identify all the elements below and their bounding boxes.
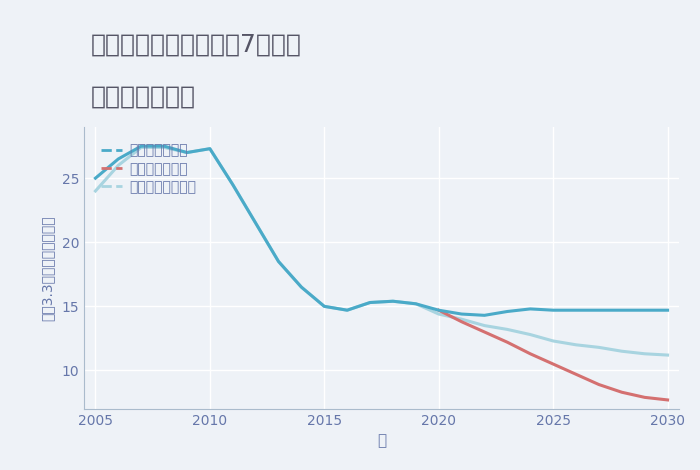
グッドシナリオ xyxy=(343,307,351,313)
ノーマルシナリオ xyxy=(183,150,191,156)
ノーマルシナリオ xyxy=(366,300,375,306)
ノーマルシナリオ xyxy=(137,145,146,150)
ノーマルシナリオ xyxy=(526,332,535,337)
ノーマルシナリオ xyxy=(91,188,99,194)
グッドシナリオ xyxy=(298,284,306,290)
Line: ノーマルシナリオ: ノーマルシナリオ xyxy=(95,148,668,355)
バッドシナリオ xyxy=(572,371,580,377)
X-axis label: 年: 年 xyxy=(377,433,386,448)
ノーマルシナリオ xyxy=(320,304,328,309)
グッドシナリオ xyxy=(160,143,168,149)
バッドシナリオ xyxy=(457,319,466,325)
グッドシナリオ xyxy=(572,307,580,313)
グッドシナリオ xyxy=(366,300,375,306)
グッドシナリオ xyxy=(664,307,672,313)
ノーマルシナリオ xyxy=(251,220,260,226)
バッドシナリオ xyxy=(435,307,443,313)
グッドシナリオ xyxy=(114,156,122,162)
バッドシナリオ xyxy=(549,361,557,367)
ノーマルシナリオ xyxy=(617,348,626,354)
ノーマルシナリオ xyxy=(503,327,512,332)
グッドシナリオ xyxy=(91,175,99,181)
グッドシナリオ xyxy=(320,304,328,309)
ノーマルシナリオ xyxy=(480,323,489,329)
グッドシナリオ xyxy=(549,307,557,313)
グッドシナリオ xyxy=(640,307,649,313)
グッドシナリオ xyxy=(274,258,283,264)
バッドシナリオ xyxy=(640,394,649,400)
グッドシナリオ xyxy=(595,307,603,313)
ノーマルシナリオ xyxy=(274,258,283,264)
グッドシナリオ xyxy=(526,306,535,312)
Legend: グッドシナリオ, バッドシナリオ, ノーマルシナリオ: グッドシナリオ, バッドシナリオ, ノーマルシナリオ xyxy=(97,140,200,198)
Text: 三重県名張市桔梗が丘7番町の: 三重県名張市桔梗が丘7番町の xyxy=(91,33,302,57)
バッドシナリオ xyxy=(617,390,626,395)
グッドシナリオ xyxy=(412,301,420,306)
ノーマルシナリオ xyxy=(343,307,351,313)
Line: バッドシナリオ: バッドシナリオ xyxy=(439,310,668,400)
Text: 土地の価格推移: 土地の価格推移 xyxy=(91,85,196,109)
ノーマルシナリオ xyxy=(435,311,443,317)
グッドシナリオ xyxy=(503,309,512,314)
バッドシナリオ xyxy=(595,382,603,387)
ノーマルシナリオ xyxy=(640,351,649,357)
バッドシナリオ xyxy=(480,329,489,335)
グッドシナリオ xyxy=(435,307,443,313)
ノーマルシナリオ xyxy=(664,352,672,358)
グッドシナリオ xyxy=(228,182,237,188)
グッドシナリオ xyxy=(137,143,146,149)
ノーマルシナリオ xyxy=(412,301,420,306)
ノーマルシナリオ xyxy=(572,342,580,348)
グッドシナリオ xyxy=(389,298,397,304)
グッドシナリオ xyxy=(251,220,260,226)
グッドシナリオ xyxy=(617,307,626,313)
グッドシナリオ xyxy=(183,150,191,156)
グッドシナリオ xyxy=(206,146,214,151)
ノーマルシナリオ xyxy=(549,338,557,344)
ノーマルシナリオ xyxy=(389,298,397,304)
ノーマルシナリオ xyxy=(206,146,214,151)
ノーマルシナリオ xyxy=(114,163,122,168)
ノーマルシナリオ xyxy=(228,182,237,188)
ノーマルシナリオ xyxy=(160,145,168,150)
バッドシナリオ xyxy=(526,351,535,357)
バッドシナリオ xyxy=(664,397,672,403)
Y-axis label: 坪（3.3㎡）単価（万円）: 坪（3.3㎡）単価（万円） xyxy=(41,215,55,321)
ノーマルシナリオ xyxy=(595,345,603,350)
バッドシナリオ xyxy=(503,339,512,345)
ノーマルシナリオ xyxy=(457,316,466,322)
Line: グッドシナリオ: グッドシナリオ xyxy=(95,146,668,315)
ノーマルシナリオ xyxy=(298,284,306,290)
グッドシナリオ xyxy=(480,313,489,318)
グッドシナリオ xyxy=(457,311,466,317)
